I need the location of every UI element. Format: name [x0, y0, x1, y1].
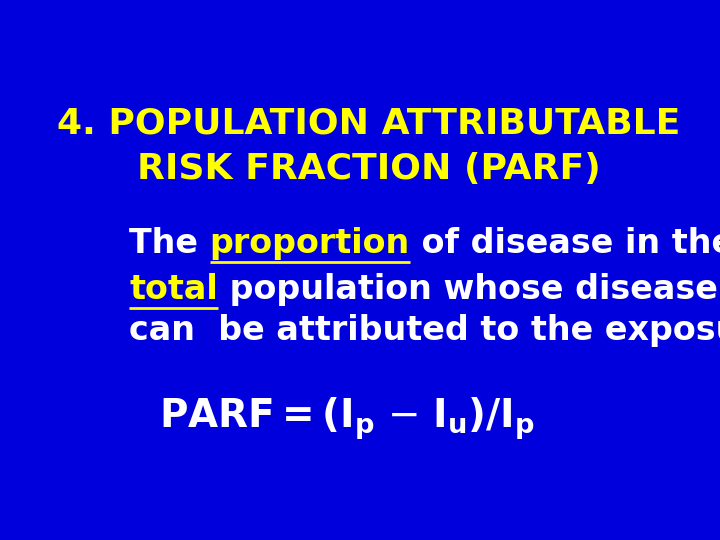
Text: total: total — [129, 273, 218, 306]
Text: The: The — [129, 227, 210, 260]
Text: population whose disease: population whose disease — [218, 273, 718, 306]
Text: RISK FRACTION (PARF): RISK FRACTION (PARF) — [137, 152, 601, 186]
Text: of disease in the: of disease in the — [410, 227, 720, 260]
Text: proportion: proportion — [210, 227, 410, 260]
Text: 4. POPULATION ATTRIBUTABLE: 4. POPULATION ATTRIBUTABLE — [58, 106, 680, 140]
Text: can  be attributed to the exposure.: can be attributed to the exposure. — [129, 314, 720, 347]
Text: $\mathsf{\mathbf{PARF = (I_p\ \mathsf{-}\ I_u)/I_p}}$: $\mathsf{\mathbf{PARF = (I_p\ \mathsf{-}… — [158, 395, 535, 442]
